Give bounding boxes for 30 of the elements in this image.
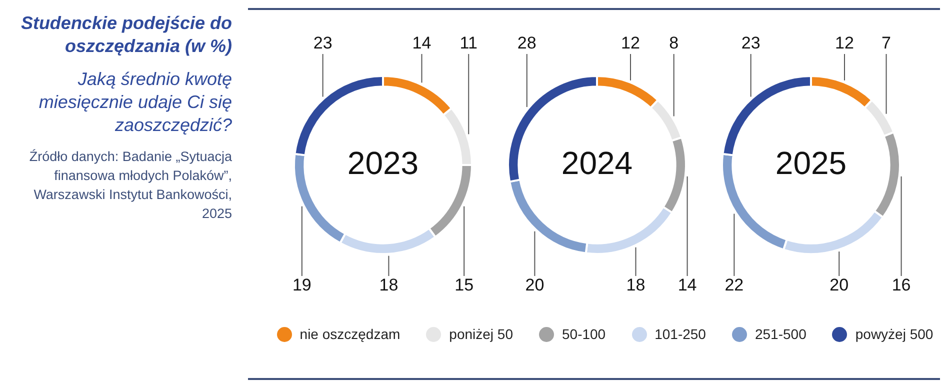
legend-label: nie oszczędzam <box>300 326 400 342</box>
legend-label: 251-500 <box>754 326 806 342</box>
text: 2025 <box>775 144 847 181</box>
data-label: 22 <box>724 276 744 295</box>
data-label: 20 <box>525 276 544 295</box>
data-label: 23 <box>741 34 760 53</box>
data-label: 28 <box>517 34 536 53</box>
text: 2024 <box>561 144 633 181</box>
data-label: 19 <box>292 276 312 295</box>
data-label: 8 <box>669 34 679 53</box>
legend-label: poniżej 50 <box>449 326 513 342</box>
data-label: 7 <box>882 34 891 53</box>
data-label: 12 <box>835 34 854 53</box>
text: Źródło danych: Badanie „Sytuacja finansowa młodych Polaków”, Warszawski Instytut Bankowości, 2025 <box>28 148 232 223</box>
data-label: 18 <box>379 276 398 295</box>
text: Jaką średnio kwotę miesięcznie udaje Ci się zaoszczędzić? <box>38 68 232 137</box>
data-label: 16 <box>892 276 911 295</box>
data-label: 14 <box>678 276 697 295</box>
legend-label: 101-250 <box>654 326 706 342</box>
data-label: 12 <box>621 34 640 53</box>
text: Studenckie podejście do oszczędzania (w %) <box>20 12 232 58</box>
data-label: 15 <box>454 276 474 295</box>
legend-label: 50-100 <box>562 326 606 342</box>
text: 2023 <box>347 144 419 181</box>
data-label: 11 <box>460 34 478 53</box>
data-label: 20 <box>830 276 849 295</box>
data-label: 18 <box>626 276 646 295</box>
legend-label: powyżej 500 <box>855 326 934 342</box>
data-label: 14 <box>412 34 432 53</box>
data-label: 23 <box>313 34 332 53</box>
